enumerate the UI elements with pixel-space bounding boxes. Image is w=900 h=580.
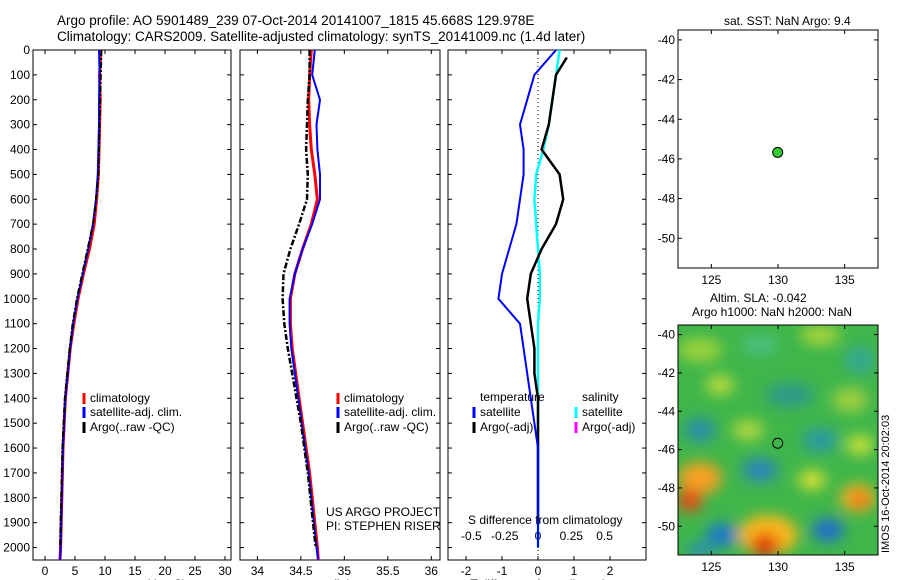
pi-label: PI: STEPHEN RISER — [326, 519, 441, 533]
map-x-tick-label: 125 — [701, 273, 721, 287]
x-axis-label: salinity — [322, 577, 359, 580]
legend-diff-sal-argo: Argo(-adj) — [582, 420, 636, 434]
x-tick-label: 10 — [98, 564, 112, 578]
title-line-2: Climatology: CARS2009. Satellite-adjuste… — [57, 29, 586, 44]
y-tick-label: 300 — [10, 118, 30, 132]
map-y-tick-label: -50 — [658, 231, 676, 245]
y-tick-label: 400 — [10, 143, 30, 157]
s-diff-axis-label: S difference from climatology — [468, 513, 623, 527]
y-tick-label: 1800 — [3, 491, 30, 505]
y-tick-label: 1700 — [3, 466, 30, 480]
legend-diff-temperature-heading: temperature — [480, 390, 545, 404]
x-tick-label: 34.5 — [289, 564, 313, 578]
y-tick-label: 1300 — [3, 366, 30, 380]
y-tick-label: 1400 — [3, 391, 30, 405]
x-tick-label: 35 — [338, 564, 352, 578]
argo-position-marker — [772, 146, 784, 158]
x-axis-label: T difference from climatology — [470, 577, 624, 580]
legend-sal-climatology: climatology — [344, 391, 405, 405]
map-y-tick-label: -48 — [658, 192, 676, 206]
map-y-tick-label: -40 — [658, 33, 676, 47]
y-tick-label: 1200 — [3, 342, 30, 356]
title-line-1: Argo profile: AO 5901489_239 07-Oct-2014… — [57, 13, 535, 28]
map-x-tick-label: 135 — [835, 560, 855, 574]
y-tick-label: 600 — [10, 192, 30, 206]
difference-panel: -2 -1 0 1 2T difference from climatology -0.5… — [447, 49, 647, 580]
map-y-tick-label: -44 — [658, 112, 676, 126]
y-tick-label: 700 — [10, 217, 30, 231]
map-y-tick-label: -42 — [658, 73, 676, 87]
project-label: US ARGO PROJECT — [326, 505, 441, 519]
x-tick-label: 25 — [188, 564, 202, 578]
legend-diff-temp-satellite: satellite — [480, 405, 521, 419]
y-tick-label: 2000 — [3, 541, 30, 555]
x-tick-label: -1 — [497, 564, 508, 578]
x-tick-label: 34 — [251, 564, 265, 578]
x-tick-label: 30 — [218, 564, 232, 578]
map-y-tick-label: -40 — [658, 328, 676, 342]
y-tick-label: 800 — [10, 242, 30, 256]
sst-map-panel: -40 -42 -44 -46 -48 -50 125 130 135 — [658, 29, 879, 287]
sla-map-title-2: Argo h1000: NaN h2000: NaN — [692, 305, 853, 319]
sal-argo-line — [281, 50, 317, 548]
salinity-panel: 34 34.5 35 35.5 36 salinity — [239, 49, 441, 580]
sla-map-panel: -40 -42 -44 -46 -48 -50 125 130 135 — [658, 324, 879, 574]
y-tick-label: 100 — [10, 68, 30, 82]
s-tick-label: 0.25 — [560, 529, 584, 543]
y-tick-label: 1900 — [3, 516, 30, 530]
legend-sal-satellite: satellite-adj. clim. — [344, 405, 437, 419]
map-y-tick-label: -42 — [658, 366, 676, 380]
x-tick-label: 0 — [535, 564, 542, 578]
x-tick-label: 5 — [72, 564, 79, 578]
s-tick-label: 0.5 — [596, 529, 613, 543]
map-y-tick-label: -46 — [658, 152, 676, 166]
temperature-frame — [32, 49, 232, 561]
x-tick-label: 0 — [42, 564, 49, 578]
legend-temp-climatology: climatology — [90, 391, 151, 405]
y-tick-label: 500 — [10, 167, 30, 181]
map-y-tick-label: -48 — [658, 481, 676, 495]
diff-temp-satellite-line — [497, 49, 557, 548]
x-axis-label: temperature (deg C) — [78, 577, 186, 580]
x-tick-label: 36 — [425, 564, 439, 578]
sst-map-title: sat. SST: NaN Argo: 9.4 — [724, 14, 851, 28]
y-tick-label: 0 — [23, 43, 30, 57]
temperature-panel: 0100200300400500600700800900100011001200… — [3, 43, 232, 580]
temp-argo-line — [59, 49, 103, 548]
legend-diff-sal-satellite: satellite — [582, 405, 623, 419]
legend-sal-argo: Argo(..raw -QC) — [344, 420, 429, 434]
s-tick-label: -0.25 — [491, 529, 519, 543]
map-x-tick-label: 130 — [768, 560, 788, 574]
legend-temp-satellite: satellite-adj. clim. — [90, 405, 183, 419]
y-tick-label: 1600 — [3, 441, 30, 455]
map-x-tick-label: 125 — [701, 560, 721, 574]
map-y-tick-label: -50 — [658, 519, 676, 533]
map-y-tick-label: -44 — [658, 404, 676, 418]
x-tick-label: 2 — [607, 564, 614, 578]
s-tick-label: -0.5 — [461, 529, 482, 543]
imos-credit: IMOS 16-Oct-2014 20:02:03 — [880, 414, 892, 553]
legend-diff-salinity-heading: salinity — [582, 390, 619, 404]
x-tick-label: 20 — [158, 564, 172, 578]
salinity-frame — [239, 49, 441, 561]
x-tick-label: 35.5 — [376, 564, 400, 578]
x-tick-label: 1 — [571, 564, 578, 578]
x-tick-label: 15 — [128, 564, 142, 578]
y-tick-label: 900 — [10, 267, 30, 281]
map-x-tick-label: 135 — [835, 273, 855, 287]
sla-field — [678, 325, 878, 555]
y-tick-label: 1100 — [4, 317, 30, 331]
argo-position-marker — [772, 437, 784, 449]
legend-diff-temp-argo: Argo(-adj) — [480, 420, 534, 434]
map-x-tick-label: 130 — [768, 273, 788, 287]
x-tick-label: -2 — [461, 564, 472, 578]
y-tick-label: 200 — [10, 93, 30, 107]
y-tick-label: 1500 — [3, 416, 30, 430]
y-tick-label: 1000 — [3, 292, 30, 306]
legend-temp-argo: Argo(..raw -QC) — [90, 420, 175, 434]
map-y-tick-label: -46 — [658, 443, 676, 457]
sla-map-title-1: Altim. SLA: -0.042 — [710, 291, 807, 305]
